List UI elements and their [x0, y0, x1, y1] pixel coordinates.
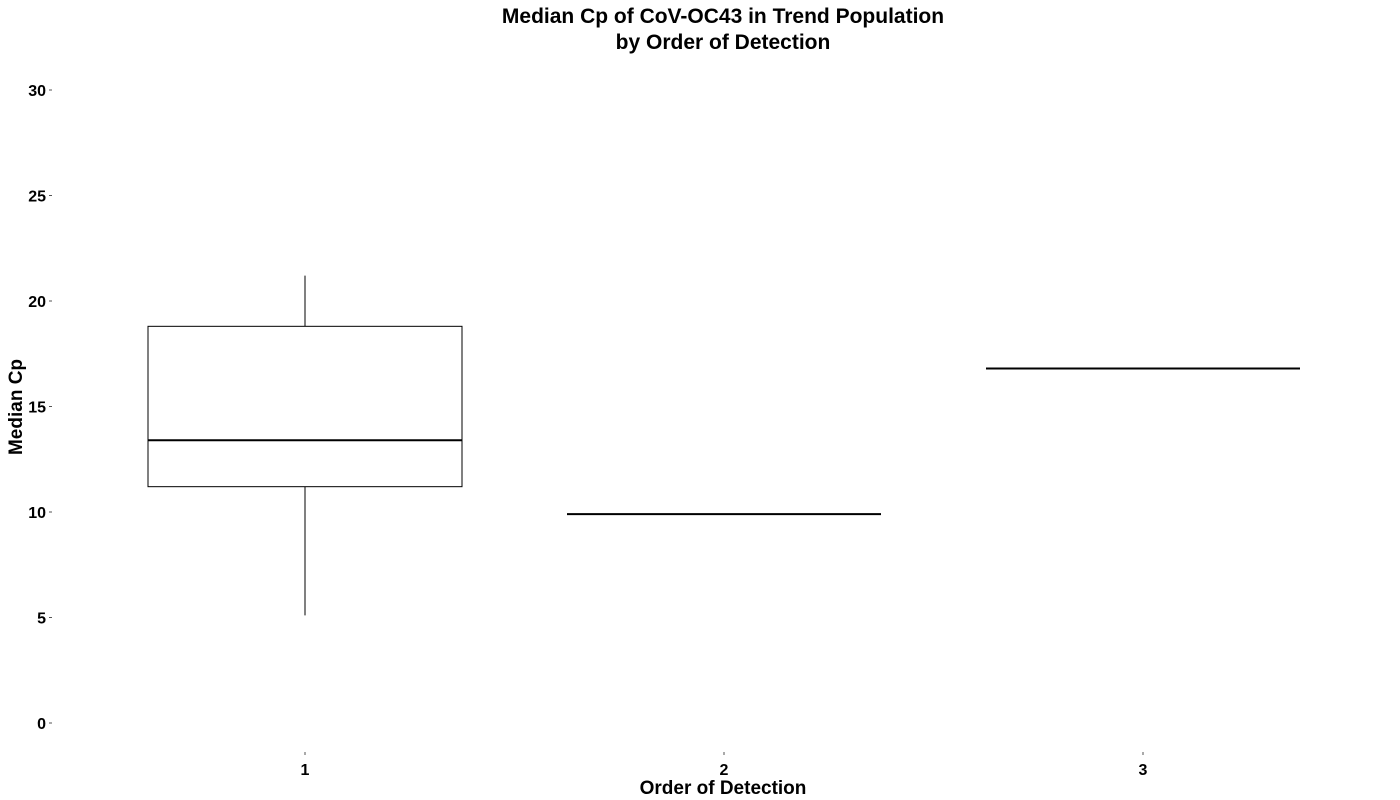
box-group-1: [147, 275, 463, 616]
chart-title-line-1: Median Cp of CoV-OC43 in Trend Populatio…: [502, 5, 944, 28]
y-tick-label: 0: [37, 716, 46, 733]
y-tick-label: 25: [28, 189, 46, 206]
x-tick-label: 1: [301, 762, 310, 779]
y-tick-label: 15: [28, 400, 46, 417]
y-tick-label: 5: [37, 611, 46, 628]
x-axis-title: Order of Detection: [640, 778, 807, 799]
chart-title-line-2: by Order of Detection: [616, 31, 831, 54]
y-axis-title: Median Cp: [6, 359, 27, 455]
x-axis: 1 2 3: [301, 752, 1148, 779]
boxes: [147, 275, 1300, 616]
x-tick-label: 2: [720, 762, 729, 779]
y-tick-label: 30: [28, 83, 46, 100]
box-rect: [147, 325, 463, 488]
y-tick-label: 20: [28, 294, 46, 311]
y-tick-label: 10: [28, 505, 46, 522]
y-axis: 0 5 10 15 20 25 30: [28, 83, 52, 733]
x-tick-label: 3: [1139, 762, 1148, 779]
